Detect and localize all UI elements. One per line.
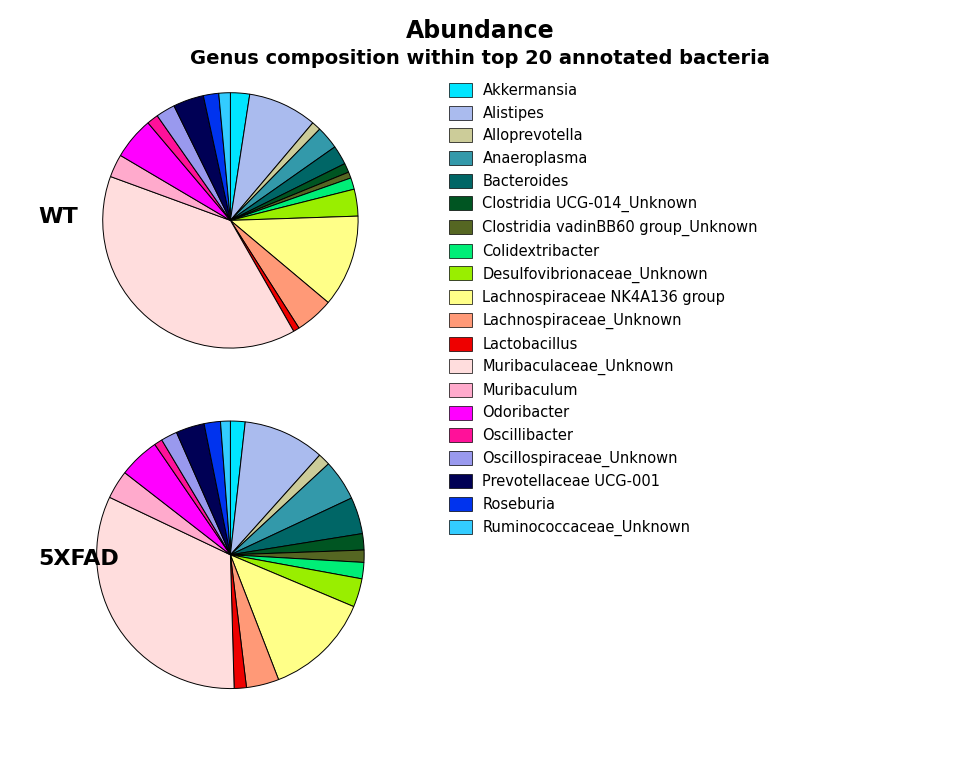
- Wedge shape: [230, 178, 354, 220]
- Wedge shape: [230, 173, 350, 220]
- Wedge shape: [109, 473, 230, 555]
- Wedge shape: [230, 550, 364, 562]
- Wedge shape: [230, 94, 313, 220]
- Wedge shape: [230, 163, 348, 220]
- Wedge shape: [230, 421, 245, 555]
- Wedge shape: [121, 123, 230, 220]
- Wedge shape: [230, 147, 345, 220]
- Wedge shape: [221, 421, 230, 555]
- Wedge shape: [103, 176, 294, 348]
- Text: Genus composition within top 20 annotated bacteria: Genus composition within top 20 annotate…: [190, 49, 770, 68]
- Wedge shape: [204, 421, 230, 555]
- Wedge shape: [97, 497, 234, 689]
- Wedge shape: [230, 555, 362, 606]
- Wedge shape: [110, 156, 230, 220]
- Wedge shape: [204, 93, 230, 220]
- Wedge shape: [230, 464, 351, 555]
- Wedge shape: [230, 498, 363, 555]
- Wedge shape: [230, 555, 353, 679]
- Text: WT: WT: [38, 207, 78, 226]
- Wedge shape: [230, 220, 299, 331]
- Legend: Akkermansia, Alistipes, Alloprevotella, Anaeroplasma, Bacteroides, Clostridia UC: Akkermansia, Alistipes, Alloprevotella, …: [449, 84, 758, 536]
- Wedge shape: [219, 93, 230, 220]
- Wedge shape: [148, 116, 230, 220]
- Wedge shape: [230, 220, 328, 328]
- Wedge shape: [162, 432, 230, 555]
- Wedge shape: [174, 96, 230, 220]
- Wedge shape: [155, 440, 230, 555]
- Wedge shape: [230, 129, 335, 220]
- Wedge shape: [230, 534, 364, 555]
- Text: 5XFAD: 5XFAD: [38, 549, 119, 568]
- Wedge shape: [230, 93, 250, 220]
- Wedge shape: [230, 455, 328, 555]
- Wedge shape: [125, 445, 230, 555]
- Text: Abundance: Abundance: [406, 19, 554, 43]
- Wedge shape: [157, 106, 230, 220]
- Wedge shape: [177, 423, 230, 555]
- Wedge shape: [230, 422, 320, 555]
- Wedge shape: [230, 123, 320, 220]
- Wedge shape: [230, 555, 247, 689]
- Wedge shape: [230, 555, 364, 579]
- Wedge shape: [230, 189, 358, 220]
- Wedge shape: [230, 555, 278, 688]
- Wedge shape: [230, 216, 358, 302]
